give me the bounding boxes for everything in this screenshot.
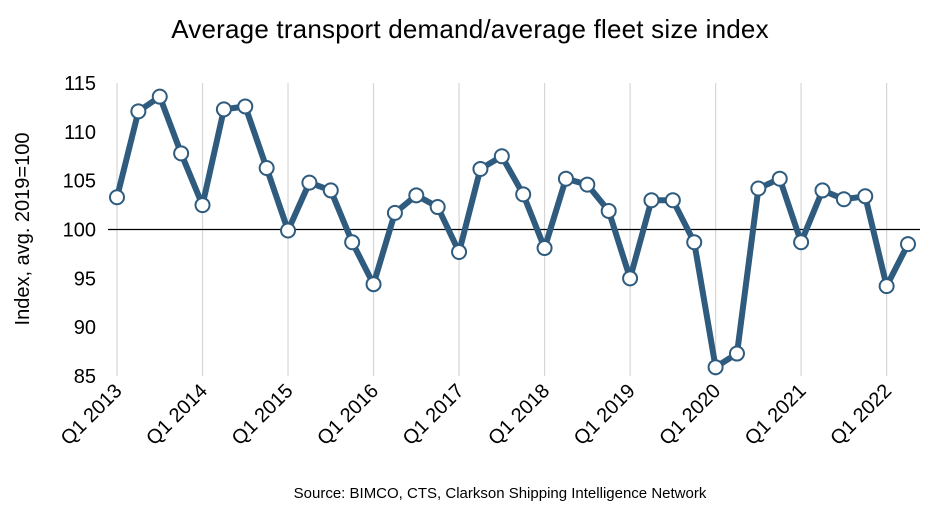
y-tick-label: 110 xyxy=(64,122,96,144)
y-tick-label: 115 xyxy=(64,73,96,95)
data-point xyxy=(109,189,125,206)
data-point xyxy=(194,197,211,214)
data-point xyxy=(215,101,232,118)
x-tick-label: Q1 2022 xyxy=(826,380,896,450)
y-tick-label: 100 xyxy=(63,220,96,242)
y-tick-label: 95 xyxy=(74,268,96,290)
data-point xyxy=(793,234,810,251)
x-tick-label: Q1 2019 xyxy=(570,380,640,450)
data-point xyxy=(472,160,489,177)
data-point xyxy=(664,192,681,209)
data-point xyxy=(835,191,852,208)
x-tick-label: Q1 2017 xyxy=(399,380,469,450)
data-point xyxy=(579,176,596,193)
data-point xyxy=(622,270,639,287)
x-tick-label: Q1 2016 xyxy=(313,380,383,450)
data-point xyxy=(900,236,916,253)
data-point xyxy=(771,170,788,187)
x-tick-label: Q1 2015 xyxy=(228,380,298,450)
data-point xyxy=(557,170,574,187)
data-point xyxy=(386,204,403,221)
x-tick-label: Q1 2013 xyxy=(57,380,127,450)
data-point xyxy=(600,202,617,219)
source-note: Source: BIMCO, CTS, Clarkson Shipping In… xyxy=(293,485,707,502)
series-line-layer xyxy=(114,93,911,371)
data-point xyxy=(408,187,425,204)
data-point xyxy=(344,234,361,251)
data-point xyxy=(173,145,190,162)
data-point xyxy=(130,103,147,120)
data-point xyxy=(322,182,339,199)
y-tick-label: 105 xyxy=(63,171,96,193)
data-point xyxy=(280,222,297,239)
data-point xyxy=(686,234,703,251)
series-line xyxy=(114,93,911,371)
y-tick-label: 85 xyxy=(74,366,96,388)
data-point xyxy=(365,276,382,293)
y-tick-label: 90 xyxy=(74,317,96,339)
series-points-layer xyxy=(109,88,916,376)
data-point xyxy=(429,199,446,216)
data-point xyxy=(878,278,895,295)
data-point xyxy=(750,180,767,197)
data-point xyxy=(451,243,468,260)
data-point xyxy=(643,192,660,209)
data-point xyxy=(707,359,724,376)
data-point xyxy=(515,186,532,203)
data-point xyxy=(258,159,275,176)
x-tick-label: Q1 2014 xyxy=(142,380,212,450)
data-point xyxy=(301,174,318,191)
data-point xyxy=(814,182,831,199)
data-point xyxy=(237,98,254,115)
x-tick-label: Q1 2021 xyxy=(741,380,811,450)
y-axis-label: Index, avg. 2019=100 xyxy=(12,133,34,326)
data-point xyxy=(857,188,874,205)
data-point xyxy=(536,240,553,257)
x-tick-label: Q1 2018 xyxy=(484,380,554,450)
data-point xyxy=(728,345,745,362)
chart-title: Average transport demand/average fleet s… xyxy=(171,14,769,44)
data-point xyxy=(151,88,168,105)
data-point xyxy=(493,148,510,165)
x-tick-label: Q1 2020 xyxy=(655,380,725,450)
